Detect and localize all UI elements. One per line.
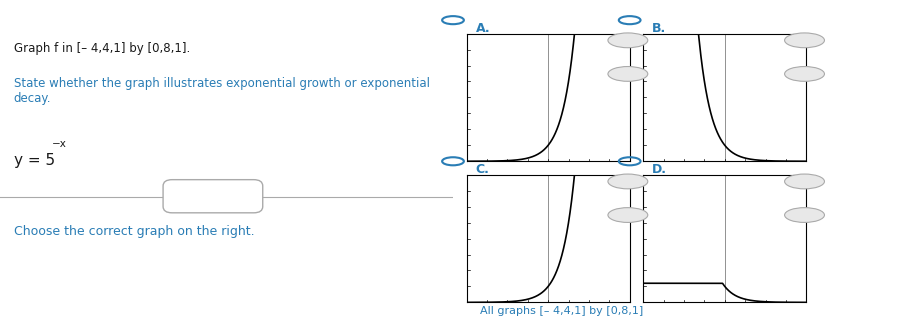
Text: D.: D. xyxy=(652,163,668,176)
Text: • • •: • • • xyxy=(203,191,223,200)
Text: State whether the graph illustrates exponential growth or exponential
decay.: State whether the graph illustrates expo… xyxy=(14,77,429,105)
Text: −x: −x xyxy=(52,139,67,149)
Text: All graphs [– 4,4,1] by [0,8,1]: All graphs [– 4,4,1] by [0,8,1] xyxy=(480,306,643,316)
Text: Choose the correct graph on the right.: Choose the correct graph on the right. xyxy=(14,225,255,239)
Text: +: + xyxy=(624,35,631,45)
Text: −: − xyxy=(624,69,631,79)
Text: −: − xyxy=(801,69,808,79)
Text: +: + xyxy=(801,176,808,186)
Text: A.: A. xyxy=(476,22,490,35)
Text: +: + xyxy=(801,35,808,45)
Text: B.: B. xyxy=(652,22,667,35)
FancyBboxPatch shape xyxy=(163,180,263,213)
Text: −: − xyxy=(801,210,808,220)
Text: +: + xyxy=(624,176,631,186)
Text: Graph f in [– 4,4,1] by [0,8,1].: Graph f in [– 4,4,1] by [0,8,1]. xyxy=(14,42,190,55)
Text: −: − xyxy=(624,210,631,220)
Text: C.: C. xyxy=(476,163,489,176)
Text: y = 5: y = 5 xyxy=(14,153,54,168)
